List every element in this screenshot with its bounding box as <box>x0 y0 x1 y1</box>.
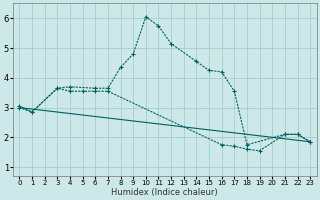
X-axis label: Humidex (Indice chaleur): Humidex (Indice chaleur) <box>111 188 218 197</box>
